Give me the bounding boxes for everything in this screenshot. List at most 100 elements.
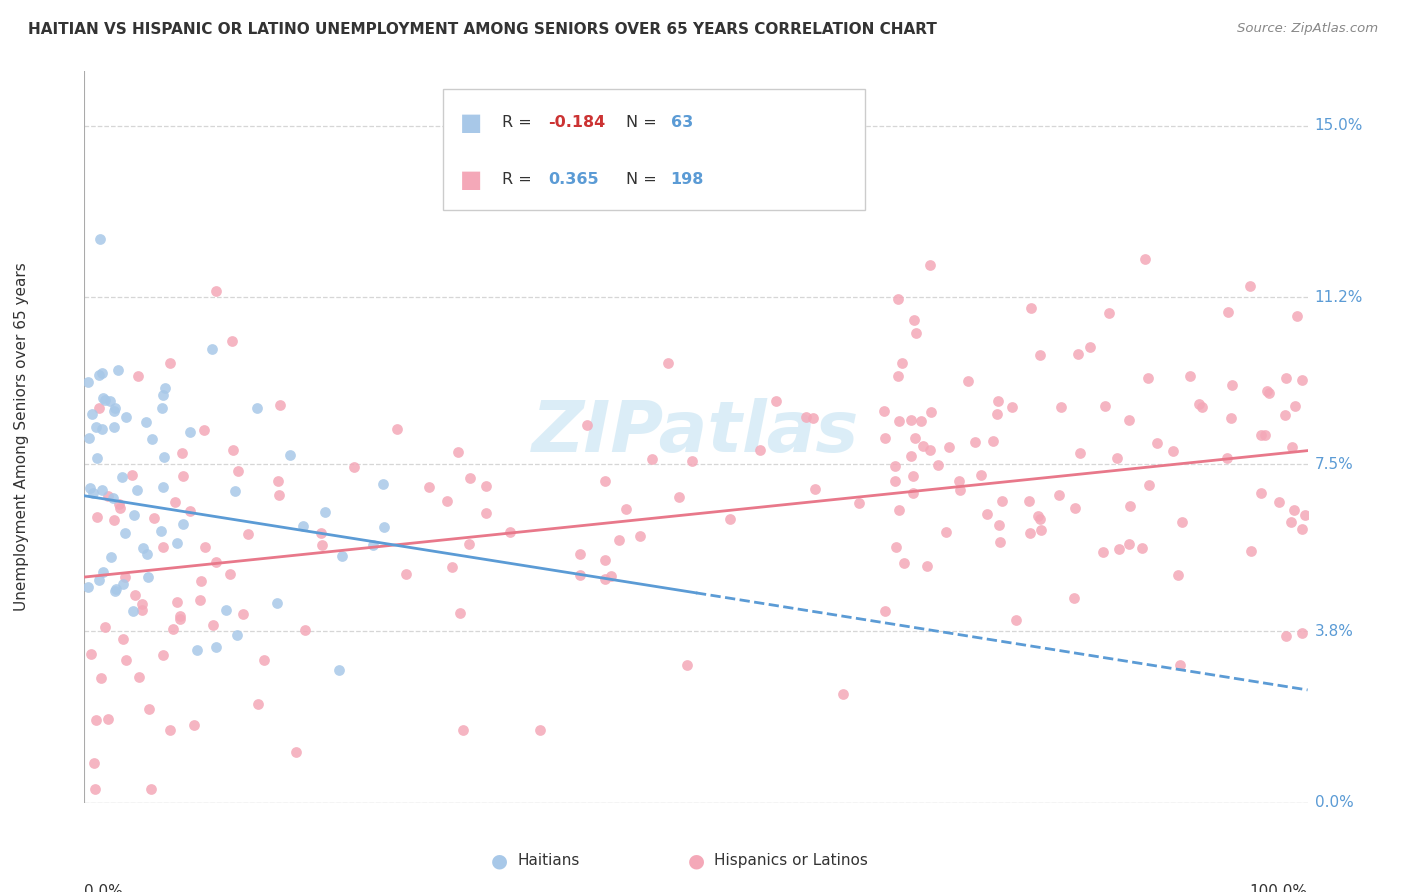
Point xyxy=(103,404,125,418)
Point xyxy=(1250,428,1272,442)
Point xyxy=(84,420,107,434)
Point xyxy=(453,723,475,738)
Point xyxy=(956,374,979,388)
Point xyxy=(1191,400,1213,414)
Point xyxy=(1275,371,1298,385)
Point xyxy=(1105,450,1128,465)
Point xyxy=(498,524,520,539)
Point xyxy=(152,480,174,494)
Point xyxy=(222,442,245,457)
Point xyxy=(1281,440,1303,454)
Point xyxy=(927,458,949,472)
Point xyxy=(188,593,211,607)
Point xyxy=(90,483,112,497)
Text: 7.5%: 7.5% xyxy=(1315,457,1354,472)
Point xyxy=(127,369,149,384)
Point xyxy=(938,440,960,454)
Point xyxy=(600,569,623,583)
Point xyxy=(900,413,922,427)
Point xyxy=(1133,252,1156,266)
Point xyxy=(1220,411,1243,425)
Point xyxy=(90,422,112,436)
Point xyxy=(918,258,941,272)
Point xyxy=(103,513,125,527)
Point xyxy=(904,431,927,445)
Point xyxy=(965,435,987,450)
Point xyxy=(804,482,827,496)
Point xyxy=(981,434,1004,448)
Text: ●: ● xyxy=(688,851,704,871)
Point xyxy=(873,404,896,418)
Text: HAITIAN VS HISPANIC OR LATINO UNEMPLOYMENT AMONG SENIORS OVER 65 YEARS CORRELATI: HAITIAN VS HISPANIC OR LATINO UNEMPLOYME… xyxy=(28,22,936,37)
Point xyxy=(77,580,100,594)
Text: 0.0%: 0.0% xyxy=(84,884,124,892)
Point xyxy=(1275,629,1298,643)
Point xyxy=(1167,567,1189,582)
Text: -0.184: -0.184 xyxy=(548,115,606,130)
Point xyxy=(104,584,127,599)
Point xyxy=(114,525,136,540)
Point xyxy=(1029,523,1052,537)
Point xyxy=(614,502,637,516)
Point xyxy=(475,479,498,493)
Point xyxy=(1050,400,1073,414)
Text: N =: N = xyxy=(626,172,662,187)
Point xyxy=(107,363,129,377)
Point xyxy=(186,643,208,657)
Point xyxy=(179,425,201,439)
Point xyxy=(201,342,224,356)
Point xyxy=(84,782,107,797)
Point xyxy=(121,604,143,618)
Point xyxy=(1254,428,1277,442)
Point xyxy=(226,464,249,478)
Point xyxy=(159,723,181,737)
Point xyxy=(328,663,350,677)
Point xyxy=(1118,537,1140,551)
Point xyxy=(1285,309,1308,323)
Point xyxy=(121,468,143,483)
Point xyxy=(1239,279,1261,293)
Point xyxy=(91,391,114,405)
Point xyxy=(278,448,301,462)
Point xyxy=(79,431,101,445)
Point xyxy=(668,491,690,505)
Point xyxy=(343,459,366,474)
Point xyxy=(153,450,176,465)
Point xyxy=(657,356,679,370)
Point xyxy=(387,422,409,436)
Point xyxy=(920,443,942,458)
Point xyxy=(718,511,741,525)
Point xyxy=(1284,399,1306,413)
Point xyxy=(395,567,418,582)
Point xyxy=(112,577,135,591)
Point xyxy=(1188,397,1211,411)
Point xyxy=(1216,305,1239,319)
Text: ZIPatlas: ZIPatlas xyxy=(533,398,859,467)
Point xyxy=(82,407,104,421)
Point xyxy=(132,541,155,555)
Point xyxy=(609,533,631,547)
Point xyxy=(90,671,112,685)
Point xyxy=(155,381,177,395)
Point xyxy=(1118,413,1140,427)
Point xyxy=(166,594,188,608)
Text: 100.0%: 100.0% xyxy=(1250,884,1308,892)
Point xyxy=(269,398,291,412)
Point xyxy=(104,401,127,415)
Point xyxy=(80,647,103,661)
Point xyxy=(893,557,915,571)
Text: Unemployment Among Seniors over 65 years: Unemployment Among Seniors over 65 years xyxy=(14,263,30,611)
Point xyxy=(103,420,125,434)
Point xyxy=(294,623,316,637)
Point xyxy=(903,313,925,327)
Point xyxy=(111,632,134,647)
Point xyxy=(568,568,591,582)
Point xyxy=(1063,500,1085,515)
Point xyxy=(152,541,174,555)
Text: 15.0%: 15.0% xyxy=(1315,118,1362,133)
Point xyxy=(152,388,174,402)
Point xyxy=(108,500,131,515)
Point xyxy=(1029,512,1052,526)
Point xyxy=(887,414,910,428)
Point xyxy=(1168,657,1191,672)
